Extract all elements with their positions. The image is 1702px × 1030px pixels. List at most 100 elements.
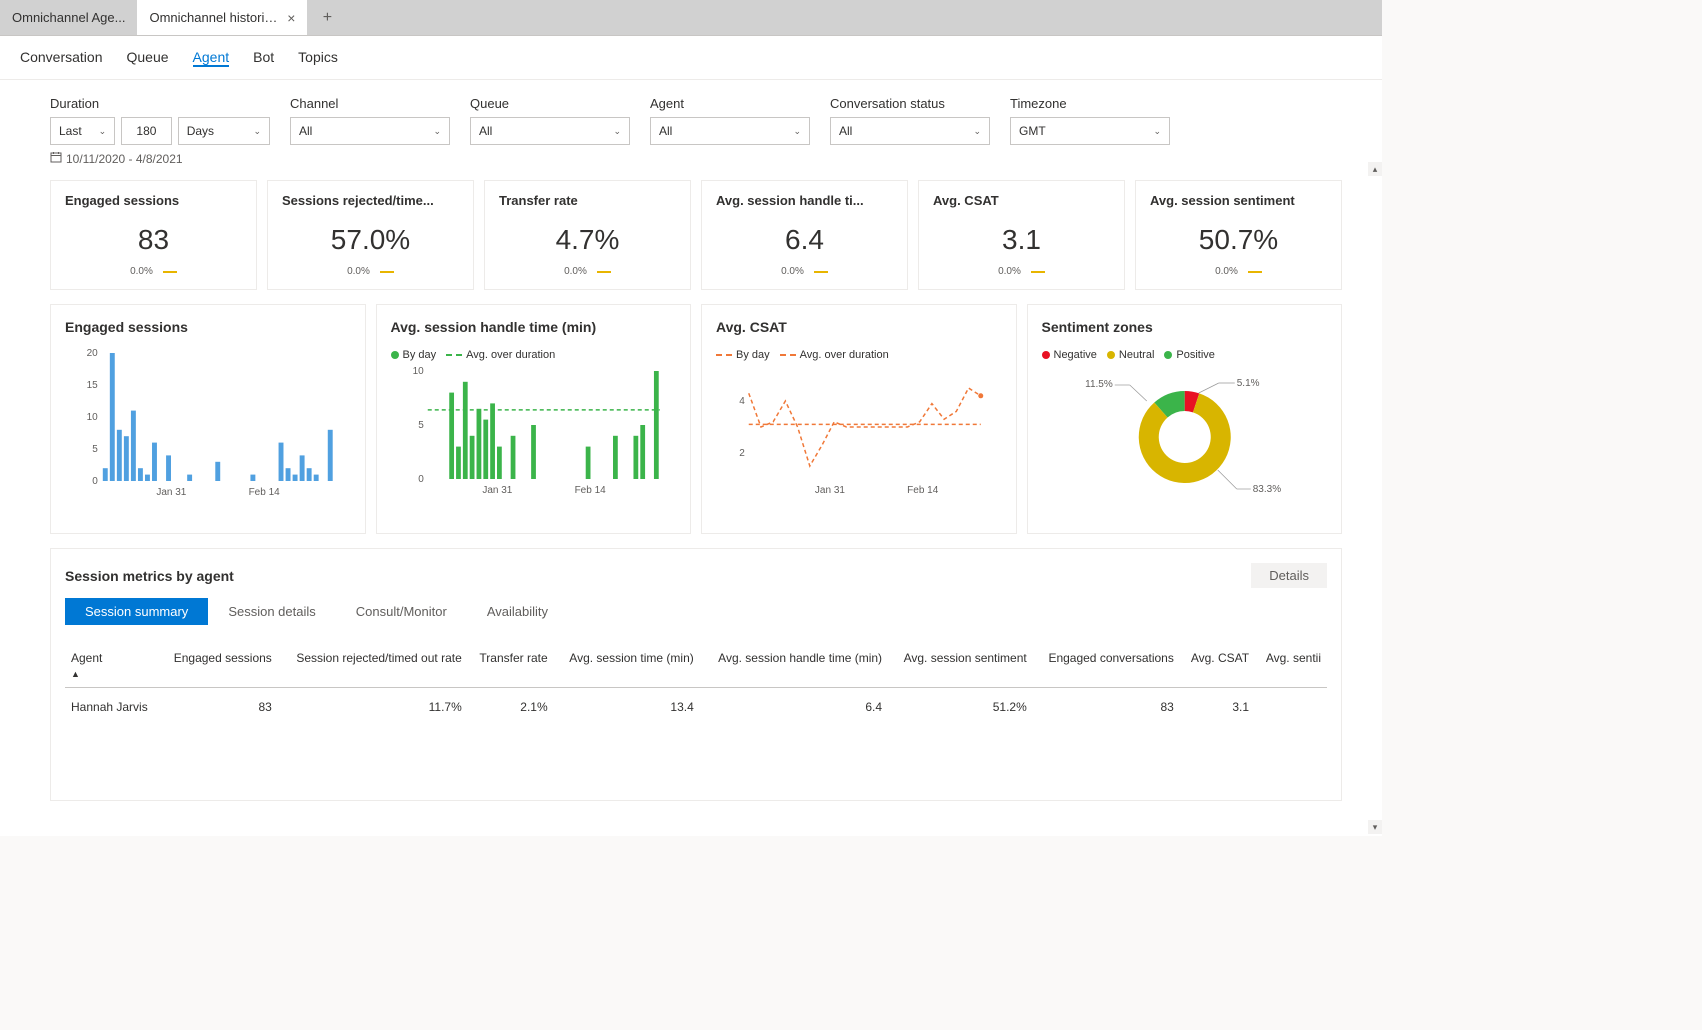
filter-label: Duration xyxy=(50,96,270,111)
svg-text:5: 5 xyxy=(418,420,424,431)
kpi-value: 83 xyxy=(65,224,242,256)
kpi-title: Transfer rate xyxy=(499,193,676,208)
table-column-header[interactable]: Avg. CSAT xyxy=(1180,643,1255,688)
kpi-delta: 0.0% xyxy=(282,266,459,277)
table-column-header[interactable]: Engaged conversations xyxy=(1033,643,1180,688)
select-value: All xyxy=(839,124,852,138)
kpi-delta: 0.0% xyxy=(716,266,893,277)
table-column-header[interactable]: Avg. session time (min) xyxy=(554,643,700,688)
filter-label: Timezone xyxy=(1010,96,1170,111)
kpi-title: Sessions rejected/time... xyxy=(282,193,459,208)
legend-label: Negative xyxy=(1054,349,1097,361)
table-column-header[interactable]: Avg. session handle time (min) xyxy=(700,643,888,688)
add-tab-button[interactable]: + xyxy=(307,0,347,35)
table-tab[interactable]: Session details xyxy=(208,598,335,625)
trend-dash-icon xyxy=(597,271,611,273)
table-tabs: Session summarySession detailsConsult/Mo… xyxy=(65,598,1327,625)
kpi-value: 6.4 xyxy=(716,224,893,256)
nav-topics[interactable]: Topics xyxy=(298,49,338,67)
chevron-down-icon: ⌄ xyxy=(613,126,621,137)
svg-text:0: 0 xyxy=(418,474,424,485)
svg-text:Jan 31: Jan 31 xyxy=(156,487,186,498)
svg-text:Jan 31: Jan 31 xyxy=(482,485,512,496)
table-tab[interactable]: Consult/Monitor xyxy=(336,598,467,625)
content-area: Duration Last ⌄ 180 Days ⌄ Channel xyxy=(0,80,1382,831)
nav-queue[interactable]: Queue xyxy=(127,49,169,67)
kpi-card: Avg. session sentiment 50.7% 0.0% xyxy=(1135,180,1342,290)
chart-svg: 0510Jan 31Feb 14 xyxy=(391,367,677,497)
trend-dash-icon xyxy=(1031,271,1045,273)
calendar-icon xyxy=(50,151,62,166)
duration-last-select[interactable]: Last ⌄ xyxy=(50,117,115,145)
scroll-up-icon[interactable]: ▴ xyxy=(1368,162,1382,176)
chart-legend: By day Avg. over duration xyxy=(391,349,677,361)
table-header-row: Agent▲Engaged sessionsSession rejected/t… xyxy=(65,643,1327,688)
agent-select[interactable]: All ⌄ xyxy=(650,117,810,145)
legend-dot-icon xyxy=(1042,351,1050,359)
close-icon[interactable]: × xyxy=(287,10,295,26)
table-column-header[interactable]: Engaged sessions xyxy=(160,643,278,688)
status-select[interactable]: All ⌄ xyxy=(830,117,990,145)
kpi-delta: 0.0% xyxy=(933,266,1110,277)
select-value: All xyxy=(659,124,672,138)
table-column-header[interactable]: Avg. session sentiment xyxy=(888,643,1033,688)
trend-dash-icon xyxy=(380,271,394,273)
kpi-title: Avg. CSAT xyxy=(933,193,1110,208)
chart-title: Avg. CSAT xyxy=(716,319,1002,335)
tab-label: Omnichannel historical an... xyxy=(149,10,279,25)
filter-queue: Queue All ⌄ xyxy=(470,96,630,145)
svg-text:Feb 14: Feb 14 xyxy=(907,485,939,496)
kpi-value: 50.7% xyxy=(1150,224,1327,256)
kpi-title: Avg. session sentiment xyxy=(1150,193,1327,208)
legend-dot-icon xyxy=(391,351,399,359)
duration-unit-select[interactable]: Days ⌄ xyxy=(178,117,270,145)
scroll-down-icon[interactable]: ▾ xyxy=(1368,820,1382,834)
queue-select[interactable]: All ⌄ xyxy=(470,117,630,145)
report-nav: Conversation Queue Agent Bot Topics xyxy=(0,36,1382,80)
kpi-card: Avg. session handle ti... 6.4 0.0% xyxy=(701,180,908,290)
details-button[interactable]: Details xyxy=(1251,563,1327,588)
table-tab[interactable]: Session summary xyxy=(65,598,208,625)
table-column-header[interactable]: Transfer rate xyxy=(468,643,554,688)
kpi-delta: 0.0% xyxy=(65,266,242,277)
timezone-select[interactable]: GMT ⌄ xyxy=(1010,117,1170,145)
legend-label: Positive xyxy=(1176,349,1215,361)
filter-label: Conversation status xyxy=(830,96,990,111)
chart-legend: NegativeNeutralPositive xyxy=(1042,349,1328,361)
table-row[interactable]: Hannah Jarvis 83 11.7% 2.1% 13.4 6.4 51.… xyxy=(65,688,1327,727)
svg-text:5.1%: 5.1% xyxy=(1236,378,1259,389)
tabbar: Omnichannel Age... Omnichannel historica… xyxy=(0,0,1382,36)
select-value: All xyxy=(299,124,312,138)
table-column-header[interactable]: Session rejected/timed out rate xyxy=(278,643,468,688)
svg-text:Feb 14: Feb 14 xyxy=(574,485,606,496)
chart-legend: By day Avg. over duration xyxy=(716,349,1002,361)
nav-conversation[interactable]: Conversation xyxy=(20,49,103,67)
nav-bot[interactable]: Bot xyxy=(253,49,274,67)
chart-svg: 11.5%5.1%83.3% xyxy=(1042,367,1328,507)
legend-label: Avg. over duration xyxy=(466,349,555,361)
select-value: GMT xyxy=(1019,124,1046,138)
tab-omnichannel-agent[interactable]: Omnichannel Age... xyxy=(0,0,137,35)
table-tab[interactable]: Availability xyxy=(467,598,568,625)
svg-text:4: 4 xyxy=(739,396,745,407)
trend-dash-icon xyxy=(1248,271,1262,273)
chevron-down-icon: ⌄ xyxy=(973,126,981,137)
chart-row: Engaged sessions 05101520Jan 31Feb 14 Av… xyxy=(50,304,1342,534)
chart-svg: 05101520Jan 31Feb 14 xyxy=(65,349,351,499)
svg-text:2: 2 xyxy=(739,448,745,459)
filter-label: Agent xyxy=(650,96,810,111)
sort-asc-icon: ▲ xyxy=(71,669,154,679)
nav-agent[interactable]: Agent xyxy=(193,49,230,67)
kpi-card: Engaged sessions 83 0.0% xyxy=(50,180,257,290)
tab-omnichannel-historical[interactable]: Omnichannel historical an... × xyxy=(137,0,307,35)
table-column-header[interactable]: Avg. sentii xyxy=(1255,643,1327,688)
metrics-table: Agent▲Engaged sessionsSession rejected/t… xyxy=(65,643,1327,726)
legend-dash-icon xyxy=(446,354,462,356)
channel-select[interactable]: All ⌄ xyxy=(290,117,450,145)
svg-text:10: 10 xyxy=(87,412,99,423)
select-value: Days xyxy=(187,124,214,138)
table-column-header[interactable]: Agent▲ xyxy=(65,643,160,688)
legend-label: By day xyxy=(403,349,437,361)
duration-value-input[interactable]: 180 xyxy=(121,117,172,145)
kpi-value: 57.0% xyxy=(282,224,459,256)
